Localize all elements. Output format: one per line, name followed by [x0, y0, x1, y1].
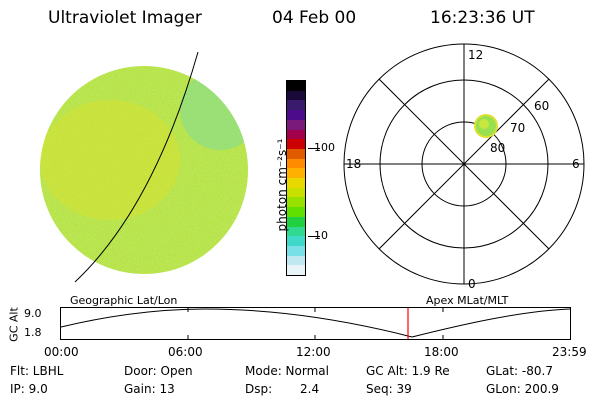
altitude-curve [60, 308, 571, 338]
status-ip: IP: 9.0 [10, 382, 48, 396]
colorbar-swatch [287, 119, 305, 130]
colorbar-swatch [287, 207, 305, 217]
terminator-line [74, 51, 199, 283]
colorbar-unit-label: photon cm⁻²s⁻¹ [275, 138, 289, 232]
colorbar-swatch [287, 100, 305, 111]
colorbar-swatch [287, 110, 305, 120]
status-dsp-label: Dsp: [245, 382, 273, 396]
colorbar-tick-100: 100 [314, 141, 335, 154]
time-tick-2359: 23:59 [552, 345, 587, 359]
mlt-diagonal-2 [378, 78, 550, 250]
colorbar-swatch [287, 168, 305, 179]
colorbar-swatch [287, 265, 305, 276]
time-tick-1200: 12:00 [296, 345, 331, 359]
geographic-caption: Geographic Lat/Lon [70, 294, 178, 307]
status-filter: Flt: LBHL [10, 364, 64, 378]
colorbar-tick-10: 10 [314, 229, 328, 242]
gc-alt-tick-9: 9.0 [24, 307, 42, 320]
colorbar [286, 80, 306, 276]
mlt-label-12: 12 [468, 48, 483, 62]
colorbar-swatch [287, 216, 305, 227]
altitude-timeline [60, 307, 571, 340]
timeline-frame [60, 307, 571, 340]
mlt-label-0: 0 [468, 277, 476, 291]
gc-alt-axis-label: GC Alt [7, 307, 21, 342]
status-dsp-value: 2.4 [300, 382, 320, 396]
time-tick-0000: 00:00 [44, 345, 79, 359]
auroral-spot-core [479, 119, 489, 129]
uv-earth-image [40, 51, 248, 283]
colorbar-swatch [287, 158, 305, 169]
lat-label-60: 60 [534, 99, 549, 113]
colorbar-swatch [287, 81, 305, 91]
lat-label-70: 70 [510, 121, 525, 135]
polar-plot: 12 18 6 0 60 70 80 [343, 43, 585, 291]
earth-disk [40, 66, 248, 274]
status-mode: Mode: Normal [245, 364, 329, 378]
status-glat: GLat: -80.7 [486, 364, 553, 378]
apex-caption: Apex MLat/MLT [426, 294, 509, 307]
colorbar-swatch [287, 148, 305, 159]
status-seq: Seq: 39 [366, 382, 412, 396]
colorbar-swatch [287, 139, 305, 149]
status-glon: GLon: 200.9 [486, 382, 559, 396]
colorbar-swatch [287, 129, 305, 140]
colorbar-swatch [287, 245, 305, 256]
colorbar-swatch [287, 255, 305, 266]
gc-alt-tick-1.8: 1.8 [24, 326, 42, 339]
colorbar-swatch [287, 197, 305, 208]
status-gain: Gain: 13 [124, 382, 175, 396]
mlt-label-18: 18 [346, 157, 361, 171]
status-gc-alt: GC Alt: 1.9 Re [366, 364, 450, 378]
time-tick-1800: 18:00 [424, 345, 459, 359]
colorbar-swatch [287, 226, 305, 237]
mlt-label-6: 6 [572, 157, 580, 171]
image-date: 04 Feb 00 [272, 8, 357, 28]
time-tick-0600: 06:00 [168, 345, 203, 359]
colorbar-swatch [287, 187, 305, 198]
lat-label-80: 80 [490, 141, 505, 155]
colorbar-swatch [287, 90, 305, 101]
colorbar-swatch [287, 178, 305, 188]
status-door: Door: Open [124, 364, 193, 378]
image-time: 16:23:36 UT [430, 8, 535, 28]
instrument-title: Ultraviolet Imager [48, 8, 202, 28]
colorbar-swatch [287, 236, 305, 246]
